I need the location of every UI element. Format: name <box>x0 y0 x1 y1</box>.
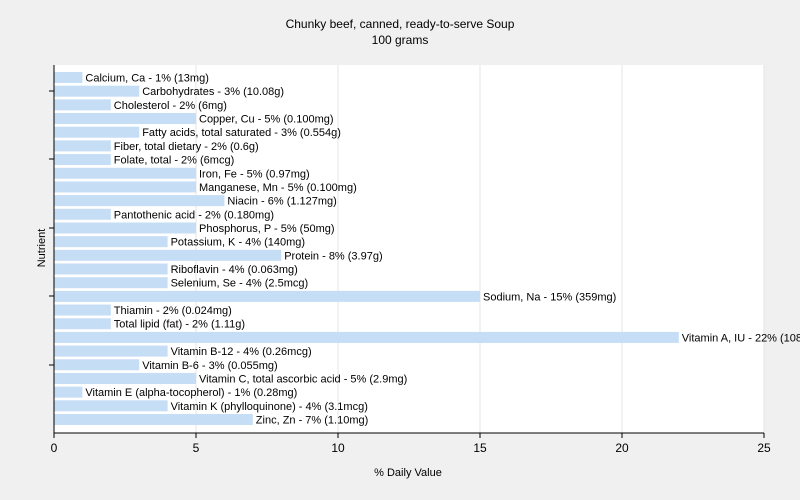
bar <box>54 140 111 152</box>
bar <box>54 277 168 289</box>
bar <box>54 167 196 179</box>
y-axis-label: Nutrient <box>36 229 48 268</box>
bar <box>54 113 196 125</box>
bar-label: Phosphorus, P - 5% (50mg) <box>199 223 335 235</box>
bar-label: Selenium, Se - 4% (2.5mcg) <box>171 278 309 290</box>
x-ticks: 0 5 10 15 20 25 <box>51 433 771 455</box>
bar <box>54 222 196 234</box>
bar <box>54 318 111 330</box>
bar <box>54 386 83 398</box>
x-axis-label: % Daily Value <box>374 467 442 479</box>
bar-label: Calcium, Ca - 1% (13mg) <box>85 73 208 85</box>
x-tick-label: 0 <box>51 441 58 455</box>
bar <box>54 99 111 111</box>
bar <box>54 208 111 220</box>
x-tick-label: 25 <box>757 441 771 455</box>
bar-label: Total lipid (fat) - 2% (1.11g) <box>114 319 245 331</box>
x-tick-label: 15 <box>473 441 487 455</box>
bar-label: Pantothenic acid - 2% (0.180mg) <box>114 209 274 221</box>
bar-label: Manganese, Mn - 5% (0.100mg) <box>199 182 357 194</box>
bar <box>54 236 168 248</box>
bar <box>54 126 140 138</box>
bar <box>54 304 111 316</box>
bar-label: Protein - 8% (3.97g) <box>284 250 382 262</box>
bar <box>54 414 253 425</box>
x-tick-label: 10 <box>331 441 345 455</box>
bar <box>54 154 111 166</box>
bar-label: Fiber, total dietary - 2% (0.6g) <box>114 141 259 153</box>
bar <box>54 249 282 261</box>
bar <box>54 345 168 357</box>
bar-label: Vitamin A, IU - 22% (1088IU) <box>682 332 800 344</box>
bar <box>54 372 196 384</box>
bar-label: Folate, total - 2% (6mcg) <box>114 155 234 167</box>
bar-label: Carbohydrates - 3% (10.08g) <box>142 86 284 98</box>
bar-label: Sodium, Na - 15% (359mg) <box>483 291 616 303</box>
axes <box>49 65 764 434</box>
bar-label: Thiamin - 2% (0.024mg) <box>114 305 232 317</box>
bar-label: Niacin - 6% (1.127mg) <box>227 196 336 208</box>
bar-labels: Calcium, Ca - 1% (13mg)Carbohydrates - 3… <box>85 73 800 427</box>
bar <box>54 400 168 412</box>
bar <box>54 331 679 343</box>
bar-label: Zinc, Zn - 7% (1.10mg) <box>256 415 368 427</box>
bar-label: Cholesterol - 2% (6mg) <box>114 100 227 112</box>
bar <box>54 181 196 193</box>
bar <box>54 72 83 83</box>
bars <box>54 72 679 425</box>
bar-label: Vitamin E (alpha-tocopherol) - 1% (0.28m… <box>85 387 297 399</box>
bar-label: Fatty acids, total saturated - 3% (0.554… <box>142 127 341 139</box>
bar-label: Vitamin B-6 - 3% (0.055mg) <box>142 360 278 372</box>
bar <box>54 85 140 97</box>
bar <box>54 359 140 371</box>
bar-label: Copper, Cu - 5% (0.100mg) <box>199 114 334 126</box>
x-tick-label: 20 <box>615 441 629 455</box>
bar <box>54 195 225 207</box>
gridlines <box>195 65 765 433</box>
bar-label: Riboflavin - 4% (0.063mg) <box>171 264 298 276</box>
bar-label: Iron, Fe - 5% (0.97mg) <box>199 168 310 180</box>
bar-label: Vitamin K (phylloquinone) - 4% (3.1mcg) <box>171 401 368 413</box>
chart-subtitle: 100 grams <box>372 33 429 47</box>
bar-label: Potassium, K - 4% (140mg) <box>171 237 306 249</box>
x-tick-label: 5 <box>193 441 200 455</box>
bar-label: Vitamin B-12 - 4% (0.26mcg) <box>171 346 312 358</box>
bar <box>54 290 480 302</box>
bar <box>54 263 168 275</box>
bar-label: Vitamin C, total ascorbic acid - 5% (2.9… <box>199 373 407 385</box>
plot-area <box>54 65 764 433</box>
chart-title: Chunky beef, canned, ready-to-serve Soup <box>286 17 515 31</box>
